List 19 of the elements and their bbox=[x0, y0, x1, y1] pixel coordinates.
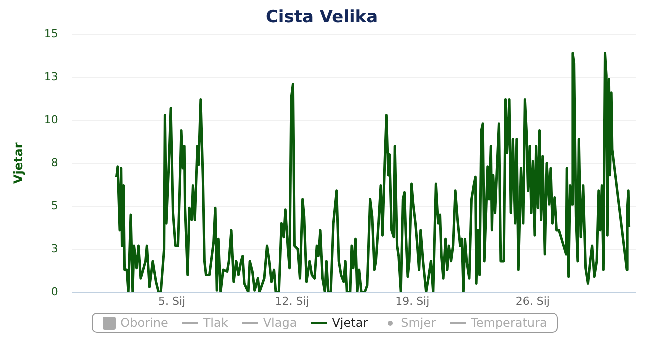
chart-title: Cista Velika bbox=[266, 8, 378, 28]
y-tick-label: 0 bbox=[51, 285, 58, 298]
y-tick-label: 8 bbox=[51, 156, 58, 170]
x-tick-label: 19. Sij bbox=[396, 294, 430, 308]
x-tick-label: 5. Sij bbox=[158, 294, 186, 308]
y-tick-label: 5 bbox=[51, 199, 58, 212]
y-tick-label: 13 bbox=[44, 70, 58, 84]
legend-label: Smjer bbox=[400, 316, 436, 330]
legend-label: Vjetar bbox=[331, 316, 368, 330]
legend-label: Tlak bbox=[202, 316, 228, 330]
x-tick-label: 12. Sij bbox=[275, 294, 310, 308]
x-tick-label: 26. Sij bbox=[516, 294, 550, 308]
y-tick-label: 10 bbox=[44, 113, 58, 126]
y-tick-label: 15 bbox=[44, 27, 58, 40]
legend-label: Oborine bbox=[120, 316, 168, 330]
y-tick-label: 3 bbox=[51, 242, 58, 256]
y-axis-title: Vjetar bbox=[11, 142, 26, 184]
legend-label: Vlaga bbox=[262, 316, 298, 330]
legend-label: Temperatura bbox=[470, 316, 548, 330]
